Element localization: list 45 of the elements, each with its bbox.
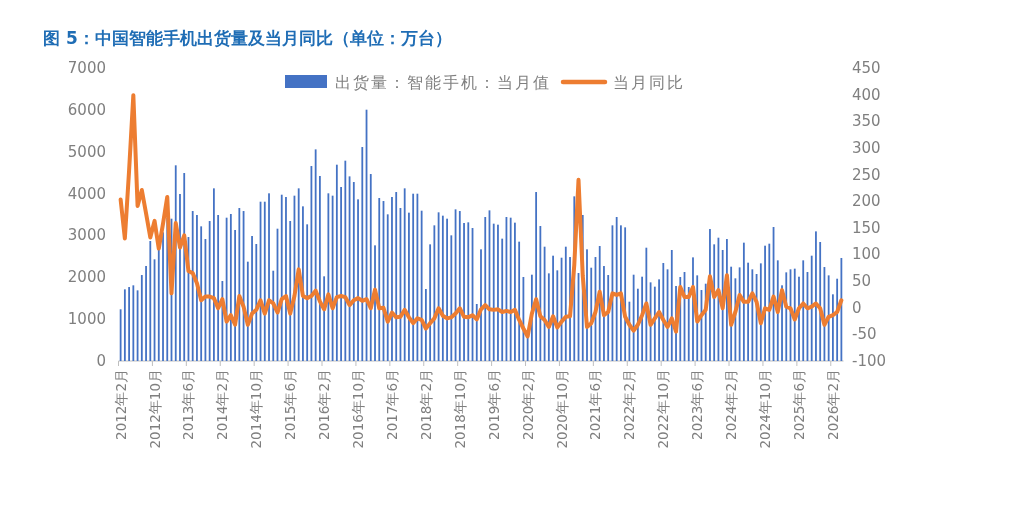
y2-tick-label: 350 [852,112,881,131]
x-tick-label: 2014年10月 [248,369,265,449]
y2-tick-label: 250 [852,165,881,184]
y-tick-label: 0 [96,352,106,370]
y2-tick-label: 450 [852,59,881,77]
y-tick-label: 7000 [67,59,106,77]
x-tick-label: 2021年6月 [587,369,604,440]
x-tick-label: 2016年2月 [316,369,333,440]
y2-tick-label: 150 [852,218,881,237]
x-tick-label: 2012年2月 [112,369,129,440]
x-tick-label: 2022年10月 [655,369,672,449]
y-tick-label: 2000 [67,268,106,287]
y-tick-label: 1000 [67,310,106,329]
y-tick-label: 5000 [67,142,106,161]
x-tick-label: 2024年10月 [757,369,774,449]
x-tick-label: 2012年10月 [146,369,163,449]
y2-tick-label: 100 [852,245,881,264]
x-tick-label: 2026年2月 [824,369,841,440]
x-tick-label: 2023年6月 [689,369,706,440]
y2-tick-label: 200 [852,192,881,211]
y2-tick-label: 50 [852,272,872,291]
x-tick-label: 2017年6月 [383,369,400,440]
chart-title: 图 5：中国智能手机出货量及当月同比（单位：万台） [43,28,452,48]
y-tick-label: 3000 [67,226,106,245]
x-tick-label: 2018年10月 [451,369,468,449]
x-tick-label: 2025年6月 [790,369,807,440]
x-tick-label: 2024年2月 [723,369,740,440]
x-tick-label: 2022年2月 [621,369,638,440]
x-tick-label: 2014年2月 [214,369,231,440]
x-tick-label: 2016年10月 [350,369,367,449]
x-tick-label: 2020年10月 [553,369,570,449]
y-tick-label: 6000 [67,100,106,119]
y-tick-label: 4000 [67,184,106,203]
x-tick-label: 2020年2月 [519,369,536,440]
legend-label: 出货量：智能手机：当月值 [335,74,551,92]
x-tick-label: 2019年6月 [485,369,502,440]
y2-tick-label: 300 [852,138,881,157]
x-tick-label: 2015年6月 [282,369,299,440]
y2-tick-label: -50 [852,325,877,344]
y2-tick-label: -100 [852,352,887,370]
x-tick-label: 2018年2月 [417,369,434,440]
legend-label: 当月同比 [613,74,685,92]
y2-tick-label: 400 [852,85,881,104]
y2-tick-label: 0 [852,298,862,317]
x-tick-label: 2013年6月 [180,369,197,440]
